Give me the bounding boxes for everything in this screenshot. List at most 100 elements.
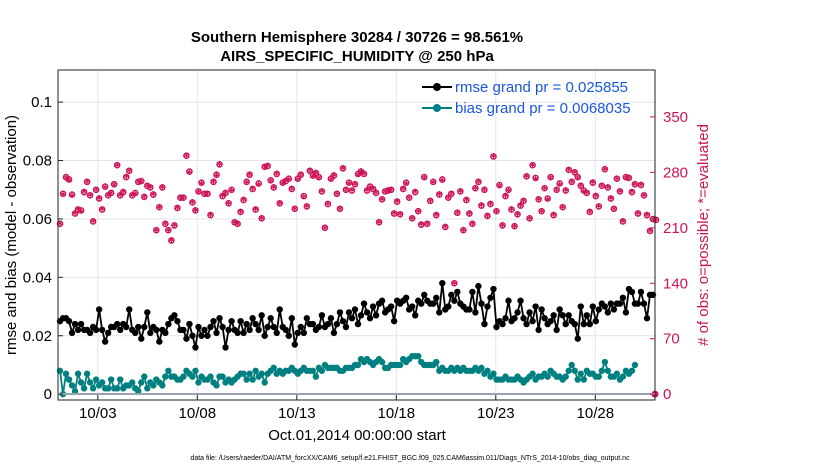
obs-evaluated-marker: * xyxy=(171,220,178,234)
obs-possible-marker xyxy=(451,279,458,287)
rmse-point xyxy=(198,332,205,339)
rmse-point xyxy=(285,332,292,339)
obs-evaluated-marker: * xyxy=(69,190,76,204)
obs-evaluated-marker: * xyxy=(439,175,446,189)
rmse-point xyxy=(98,326,106,334)
obs-possible-marker xyxy=(150,191,157,198)
rmse-point xyxy=(520,315,527,322)
obs-evaluated-marker: * xyxy=(337,203,344,217)
obs-possible-marker xyxy=(125,167,133,175)
obs-possible-marker xyxy=(435,191,443,198)
obs-possible-marker xyxy=(502,192,509,200)
obs-evaluated-marker: * xyxy=(216,159,223,173)
obs-possible-marker xyxy=(198,179,205,186)
rmse-point xyxy=(517,297,524,304)
rmse-point xyxy=(297,323,305,331)
y-left-tick-label: 0.04 xyxy=(23,269,52,286)
obs-evaluated-marker: * xyxy=(460,225,467,239)
bias-point xyxy=(141,373,148,380)
chart-subtitle: AIRS_SPECIFIC_HUMIDITY @ 250 hPa xyxy=(220,48,494,65)
rmse-point xyxy=(74,326,82,334)
obs-evaluated-marker: * xyxy=(551,210,558,224)
rmse-point xyxy=(156,338,163,345)
obs-evaluated-marker: * xyxy=(135,176,142,190)
obs-possible-marker xyxy=(77,207,85,214)
obs-evaluated-marker: * xyxy=(153,225,160,239)
obs-evaluated-marker: * xyxy=(195,187,202,201)
obs-possible-marker xyxy=(243,178,250,186)
obs-possible-marker xyxy=(360,170,368,178)
bias-point xyxy=(490,370,497,377)
obs-evaluated-marker: * xyxy=(81,187,88,201)
obs-evaluated-marker: * xyxy=(647,226,654,240)
rmse-point xyxy=(147,329,154,337)
bias-point xyxy=(478,364,485,372)
obs-possible-marker xyxy=(378,195,386,203)
rmse-point xyxy=(174,317,181,325)
rmse-point xyxy=(126,306,133,313)
obs-evaluated-marker: * xyxy=(364,185,371,199)
obs-possible-marker xyxy=(56,220,64,228)
bias-point xyxy=(68,382,76,389)
obs-possible-marker xyxy=(571,169,579,176)
obs-evaluated-marker: * xyxy=(575,172,582,186)
rmse-point xyxy=(445,303,452,310)
rmse-point xyxy=(165,320,172,328)
y-right-tick-label: 280 xyxy=(663,164,688,181)
obs-evaluated-marker: * xyxy=(361,169,368,183)
bias-point xyxy=(246,370,253,377)
obs-evaluated-marker: * xyxy=(457,186,464,200)
rmse-point xyxy=(466,306,473,313)
obs-possible-marker xyxy=(399,185,407,193)
obs-possible-marker xyxy=(131,189,139,197)
y-left-tick-label: 0.1 xyxy=(31,94,52,111)
obs-possible-marker xyxy=(201,190,208,198)
rmse-point xyxy=(228,317,235,325)
rmse-point xyxy=(351,306,359,313)
bias-point xyxy=(396,361,404,369)
obs-evaluated-marker: * xyxy=(505,185,512,199)
rmse-point xyxy=(514,309,521,316)
obs-possible-marker xyxy=(234,220,241,228)
obs-evaluated-marker: * xyxy=(304,201,311,215)
obs-evaluated-marker: * xyxy=(358,166,365,180)
obs-possible-marker xyxy=(493,207,500,215)
obs-possible-marker xyxy=(556,180,563,187)
rmse-point xyxy=(634,300,642,307)
bias-point xyxy=(613,370,621,377)
rmse-point xyxy=(565,312,572,319)
rmse-point xyxy=(327,315,335,322)
rmse-point xyxy=(264,323,271,331)
obs-evaluated-marker: * xyxy=(424,218,431,232)
obs-evaluated-marker: * xyxy=(192,205,199,219)
rmse-point xyxy=(418,300,425,307)
obs-evaluated-marker: * xyxy=(222,188,229,202)
x-tick-label: 10/23 xyxy=(477,405,515,422)
rmse-point xyxy=(448,291,455,299)
obs-evaluated-marker: * xyxy=(240,195,247,209)
obs-possible-marker xyxy=(535,195,542,203)
obs-evaluated-marker: * xyxy=(234,218,241,232)
obs-evaluated-marker: * xyxy=(102,182,109,196)
rmse-point xyxy=(562,320,569,328)
obs-possible-marker xyxy=(637,181,645,189)
obs-possible-marker xyxy=(562,187,570,194)
obs-possible-marker xyxy=(137,177,145,185)
bias-point xyxy=(544,373,551,380)
obs-possible-marker xyxy=(619,218,627,225)
bias-point xyxy=(571,367,578,374)
rmse-point xyxy=(339,317,347,325)
legend: rmse grand pr = 0.025855 bias grand pr =… xyxy=(422,79,631,117)
obs-possible-marker xyxy=(192,207,199,214)
obs-evaluated-marker: * xyxy=(526,213,533,227)
rmse-point xyxy=(270,323,277,331)
obs-evaluated-marker: * xyxy=(415,206,422,220)
obs-possible-marker xyxy=(523,173,530,180)
obs-evaluated-marker: * xyxy=(262,161,269,175)
obs-evaluated-marker: * xyxy=(578,180,585,194)
bias-point xyxy=(270,364,277,372)
rmse-point xyxy=(523,320,530,328)
obs-possible-marker xyxy=(110,180,118,188)
obs-evaluated-marker: * xyxy=(340,163,347,177)
bias-point xyxy=(189,373,196,380)
